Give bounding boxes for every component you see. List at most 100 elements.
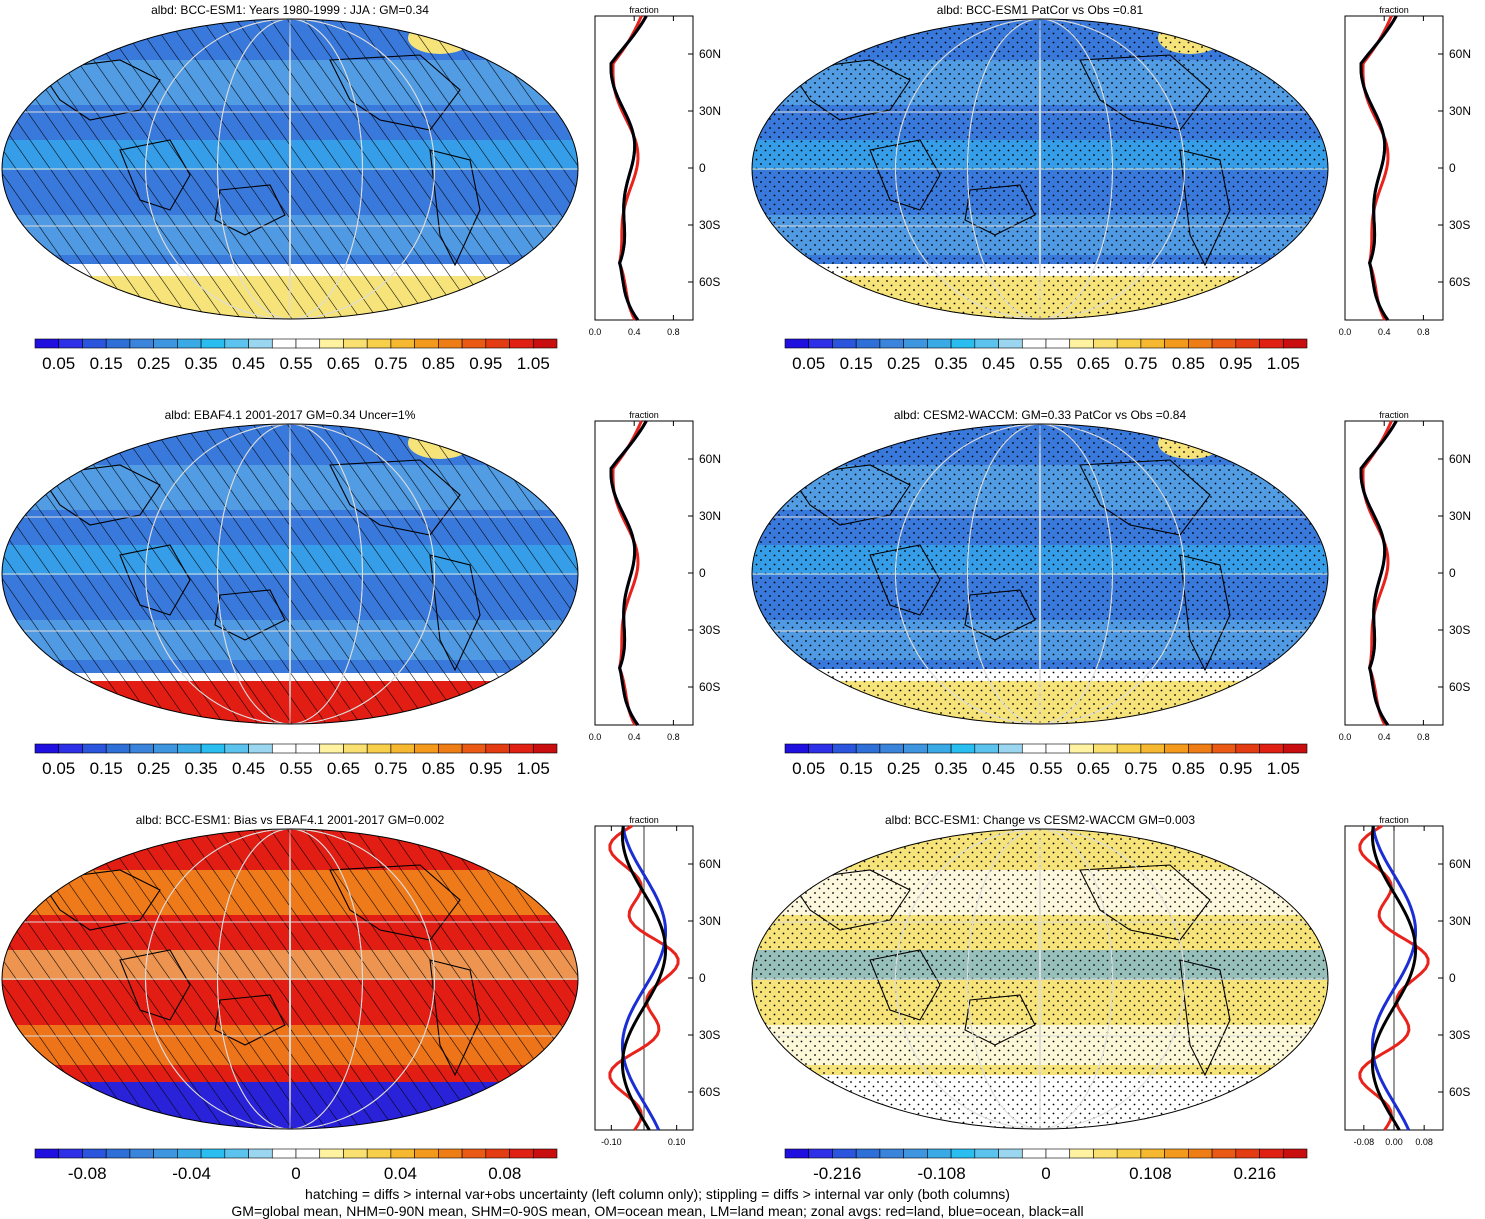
- colorbar-label: 0: [1041, 1164, 1050, 1183]
- colorbar-swatch: [950, 1148, 976, 1159]
- colorbar-label: 0.35: [935, 759, 968, 778]
- colorbar-swatch: [153, 1148, 178, 1159]
- colorbar-swatch: [485, 743, 510, 754]
- colorbar-swatch: [1164, 1148, 1189, 1159]
- colorbar-swatch: [224, 743, 249, 754]
- zonal-line-land: [1358, 824, 1430, 1131]
- colorbar-swatch: [808, 1148, 833, 1159]
- colorbar-label: -0.216: [813, 1164, 861, 1183]
- lat-label: 60S: [699, 680, 720, 694]
- colorbar-label: 0.55: [1029, 759, 1062, 778]
- colorbar-label: 0.35: [935, 354, 968, 373]
- colorbar-label: 0: [291, 1164, 300, 1183]
- zonal-line-all: [609, 15, 648, 321]
- zonal-axis-title: fraction: [1379, 410, 1409, 420]
- colorbar-swatch: [1140, 743, 1165, 754]
- colorbar-swatch: [998, 1148, 1023, 1159]
- colorbar-swatch: [832, 338, 857, 349]
- lat-label: 30S: [1449, 623, 1470, 637]
- colorbar-swatch: [1282, 743, 1308, 754]
- colorbar-swatch: [1021, 743, 1047, 754]
- value-tick-label: -0.08: [1354, 1137, 1375, 1147]
- colorbar-label: 0.45: [232, 354, 265, 373]
- colorbar-swatch: [105, 743, 131, 754]
- colorbar-label: 0.65: [327, 354, 360, 373]
- colorbar-swatch: [414, 1148, 439, 1159]
- colorbar-swatch: [319, 338, 344, 349]
- colorbar-label: 0.35: [185, 759, 218, 778]
- zonal-line-all: [609, 420, 648, 726]
- zonal-plot-frame: [1344, 15, 1444, 321]
- colorbar-swatch: [224, 338, 249, 349]
- value-tick-label: -0.10: [601, 1137, 622, 1147]
- map-border: [751, 828, 1329, 1130]
- colorbar-swatch: [1045, 338, 1071, 349]
- colorbar-swatch: [343, 743, 368, 754]
- zonal-axis-title: fraction: [629, 410, 659, 420]
- colorbar-swatch: [1116, 743, 1142, 754]
- lat-label: 30N: [1449, 104, 1471, 118]
- colorbar-label: 0.95: [469, 759, 502, 778]
- lat-label: 30S: [699, 1028, 720, 1042]
- colorbar-swatch: [82, 1148, 107, 1159]
- colorbar-label: 0.55: [279, 354, 312, 373]
- colorbar-label: 0.85: [1172, 354, 1205, 373]
- value-tick-label: 0.8: [1417, 732, 1430, 742]
- lat-label: 60N: [1449, 47, 1471, 61]
- value-tick-label: 0.08: [1415, 1137, 1433, 1147]
- colorbar-swatch: [1188, 1148, 1213, 1159]
- colorbar: 0.05 0.15 0.25 0.35 0.45 0.55 0.65 0.75 0.85 0.95…: [34, 338, 558, 373]
- map-border: [1, 828, 579, 1130]
- colorbar-label: 0.65: [1077, 759, 1110, 778]
- colorbar-swatch: [784, 743, 810, 754]
- colorbar-swatch: [129, 743, 154, 754]
- map-border: [1, 18, 579, 320]
- colorbar-swatch: [58, 338, 83, 349]
- colorbar-swatch: [366, 743, 392, 754]
- footer-legend-note: GM=global mean, NHM=0-90N mean, SHM=0-90…: [231, 1203, 1084, 1219]
- colorbar-swatch: [855, 1148, 881, 1159]
- colorbar-swatch: [1259, 338, 1284, 349]
- colorbar-swatch: [82, 743, 107, 754]
- colorbar-swatch: [855, 338, 881, 349]
- colorbar: 0.05 0.15 0.25 0.35 0.45 0.55 0.65 0.75 0.85 0.95…: [34, 743, 558, 778]
- zonal-plot-frame: [594, 420, 694, 726]
- colorbar-swatch: [1188, 743, 1213, 754]
- colorbar-swatch: [177, 338, 202, 349]
- colorbar-label: 1.05: [517, 354, 550, 373]
- zonal-mean-panel: fraction 60N 30N 0 30S 60S -0.08 0.00 0.08: [1344, 815, 1471, 1147]
- colorbar-swatch: [461, 743, 487, 754]
- colorbar-swatch: [784, 1148, 810, 1159]
- zonal-line-land: [608, 824, 680, 1131]
- zonal-axis-title: fraction: [1379, 5, 1409, 15]
- panel-title: albd: EBAF4.1 2001-2017 GM=0.34 Uncer=1%: [165, 408, 416, 422]
- map-field: [2, 829, 578, 1129]
- colorbar-swatch: [34, 743, 60, 754]
- colorbar-swatch: [248, 1148, 273, 1159]
- colorbar-swatch: [82, 338, 107, 349]
- colorbar-swatch: [271, 1148, 297, 1159]
- colorbar-swatch: [1069, 1148, 1094, 1159]
- lat-label: 0: [1449, 566, 1456, 580]
- colorbar-swatch: [1259, 743, 1284, 754]
- colorbar-swatch: [1045, 1148, 1071, 1159]
- colorbar-swatch: [248, 338, 273, 349]
- value-tick-label: 0.4: [1378, 327, 1391, 337]
- lat-label: 30N: [1449, 509, 1471, 523]
- colorbar-label: 0.05: [792, 354, 825, 373]
- colorbar-label: 0.08: [488, 1164, 521, 1183]
- colorbar-swatch: [509, 743, 534, 754]
- colorbar-swatch: [153, 743, 178, 754]
- colorbar-swatch: [509, 338, 534, 349]
- lat-label: 60N: [1449, 857, 1471, 871]
- zonal-plot-frame: [1344, 420, 1444, 726]
- colorbar-swatch: [271, 338, 297, 349]
- colorbar-label: 1.05: [1267, 759, 1300, 778]
- colorbar-swatch: [974, 338, 999, 349]
- lat-label: 0: [699, 971, 706, 985]
- value-tick-label: 0.8: [667, 732, 680, 742]
- colorbar-swatch: [1164, 338, 1189, 349]
- colorbar-label: 0.75: [374, 354, 407, 373]
- colorbar-label: 0.95: [1219, 759, 1252, 778]
- colorbar-label: 0.65: [1077, 354, 1110, 373]
